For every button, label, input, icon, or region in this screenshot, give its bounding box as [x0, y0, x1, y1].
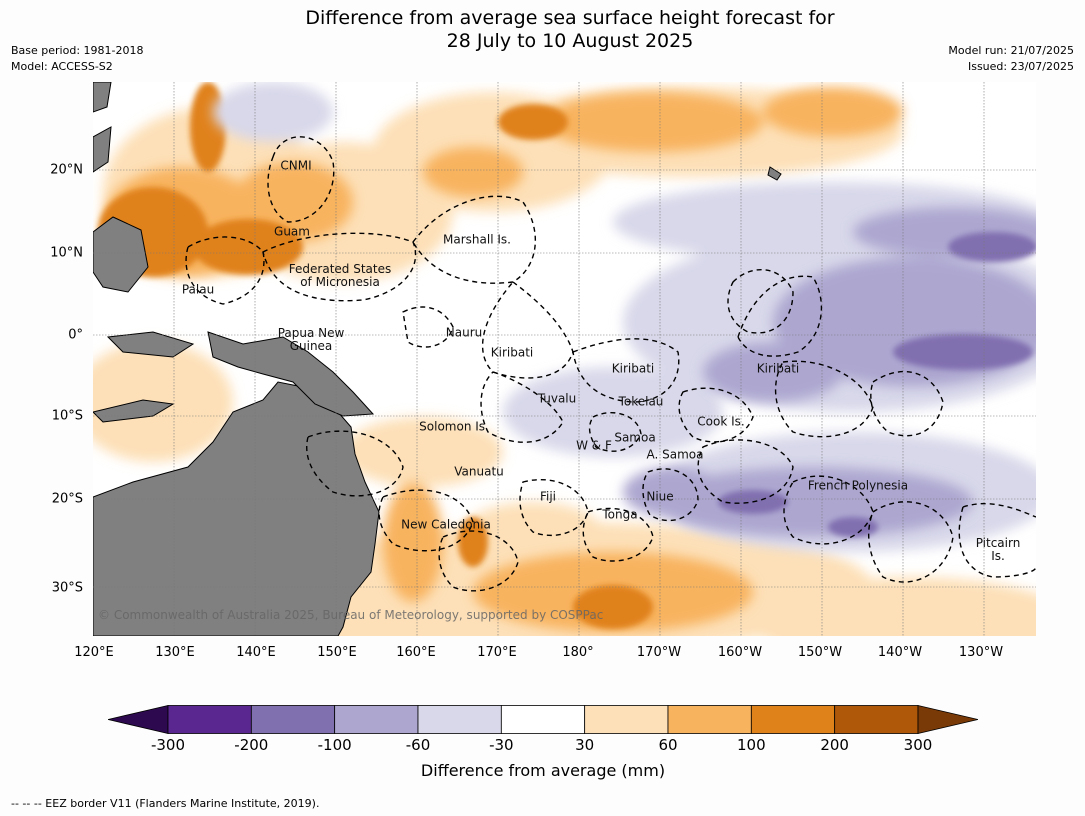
base-period: Base period: 1981-2018 [11, 44, 144, 57]
place-label: Tokelau [618, 394, 664, 409]
colorbar-tick: -30 [489, 736, 514, 754]
place-label: Kiribati [490, 345, 534, 360]
colorbar-tick: 300 [903, 736, 933, 754]
copyright-notice: © Commonwealth of Australia 2025, Bureau… [98, 608, 604, 622]
model-run-date: Model run: 21/07/2025 [948, 44, 1074, 57]
place-label: Nauru [445, 325, 483, 340]
lon-label: 130°E [155, 645, 195, 660]
colorbar-segment [584, 705, 669, 734]
place-label: Marshall Is. [443, 232, 511, 247]
lat-label: 20°N [50, 162, 83, 178]
place-label: Vanuatu [454, 464, 504, 479]
anomaly-field [93, 82, 1036, 636]
lon-label: 120°E [74, 645, 114, 660]
lon-label: 140°W [877, 645, 923, 660]
lat-label: 0° [68, 327, 83, 343]
place-label: New Caledonia [401, 517, 491, 532]
lon-label: 150°W [797, 645, 843, 660]
place-label: CNMI [280, 158, 312, 173]
lon-label: 170°W [636, 645, 682, 660]
place-label: Tuvalu [537, 391, 577, 406]
colorbar-tick: 60 [658, 736, 678, 754]
place-label: Pitcairn Is. [975, 536, 1021, 563]
run-info: Model run: 21/07/2025 Issued: 23/07/2025 [948, 43, 1074, 75]
lon-label: 150°E [317, 645, 357, 660]
colorbar-label: Difference from average (mm) [420, 761, 666, 780]
lon-label: 170°E [477, 645, 517, 660]
colorbar-segment [500, 705, 586, 734]
colorbar-segment [250, 705, 336, 734]
colorbar-extend-high [917, 705, 978, 734]
colorbar-segment [417, 705, 502, 734]
forecast-map[interactable]: CNMI Guam Marshall Is. Federated States … [93, 82, 1036, 636]
colorbar [108, 705, 978, 734]
colorbar-segment [334, 705, 419, 734]
lat-label: 10°N [50, 245, 83, 261]
place-label: Federated States of Micronesia [288, 262, 392, 289]
colorbar-tick: -100 [317, 736, 352, 754]
lat-label: 10°S [51, 408, 83, 424]
colorbar-extend-low [108, 705, 169, 734]
colorbar-tick: -200 [234, 736, 269, 754]
place-label: Kiribati [611, 361, 655, 376]
lon-label: 160°W [717, 645, 763, 660]
place-label: Kiribati [756, 361, 800, 376]
colorbar-segment [750, 705, 836, 734]
model-info: Base period: 1981-2018 Model: ACCESS-S2 [11, 43, 143, 75]
place-label: Cook Is. [697, 414, 745, 429]
place-label: Papua New Guinea [277, 326, 345, 353]
eez-footnote: -- -- -- EEZ border V11 (Flanders Marine… [11, 797, 320, 810]
colorbar-segment [834, 705, 919, 734]
colorbar-tick: 100 [737, 736, 766, 754]
colorbar-tick: 200 [820, 736, 849, 754]
place-label: A. Samoa [646, 447, 704, 462]
colorbar-tick: -300 [150, 736, 186, 754]
place-label: Samoa [614, 430, 656, 445]
place-label: Niue [646, 489, 674, 504]
place-label: Fiji [539, 489, 557, 504]
colorbar-segment [667, 705, 752, 734]
lon-label: 130°W [958, 645, 1004, 660]
place-label: Palau [181, 282, 215, 297]
model-name: Model: ACCESS-S2 [11, 60, 113, 73]
place-label: French Polynesia [807, 478, 909, 493]
colorbar-tick: 30 [575, 736, 595, 754]
place-label: W & F [576, 438, 612, 453]
lat-label: 20°S [51, 491, 83, 507]
lon-label: 140°E [236, 645, 276, 660]
lat-label: 30°S [51, 580, 83, 596]
colorbar-tick: -60 [405, 736, 431, 754]
chart-title: Difference from average sea surface heig… [305, 7, 835, 52]
place-label: Solomon Is. [419, 419, 489, 434]
issued-date: Issued: 23/07/2025 [967, 60, 1074, 73]
colorbar-segment [167, 705, 252, 734]
place-label: Tonga [602, 507, 638, 522]
lon-label: 160°E [396, 645, 436, 660]
lon-label: 180° [562, 645, 594, 660]
place-label: Guam [274, 224, 310, 239]
